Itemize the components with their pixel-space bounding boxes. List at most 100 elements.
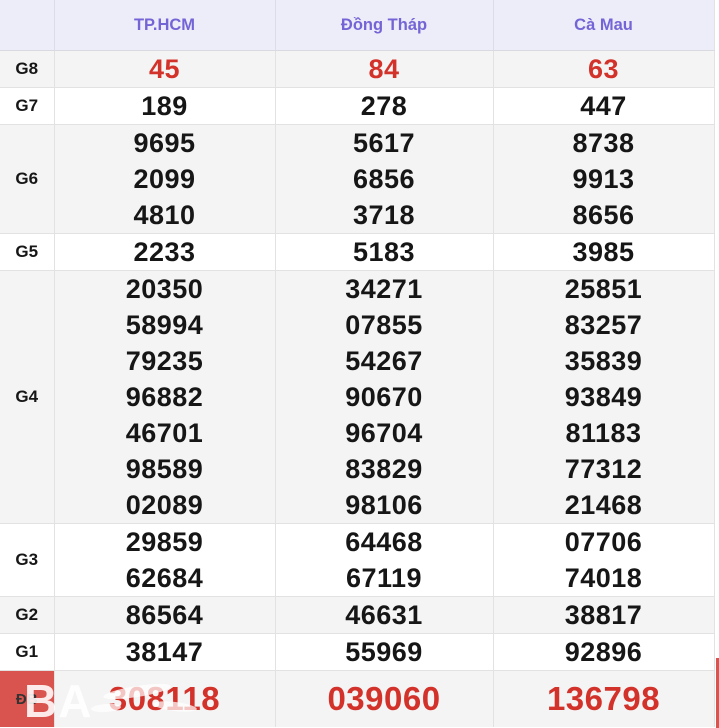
prize-row-g2: G2 86564 46631 38817: [0, 596, 714, 634]
result-cell: 92896: [492, 633, 714, 671]
result-cell: 46631: [274, 596, 493, 634]
result-number: 3718: [352, 200, 416, 230]
result-cell: 278: [274, 87, 493, 125]
result-number: 62684: [125, 563, 204, 593]
result-number: 77312: [564, 454, 643, 484]
result-number: 25851: [564, 274, 643, 304]
prize-row-g3: G3 29859 62684 64468 67119 07706 74018: [0, 523, 714, 597]
prize-label-g1: G1: [15, 642, 39, 661]
result-number: 8738: [572, 128, 635, 158]
result-number: 6856: [352, 164, 416, 194]
result-number: 58994: [125, 310, 204, 340]
result-cell: 45: [53, 50, 275, 88]
result-number: 92896: [564, 637, 643, 667]
result-number: 45: [148, 54, 181, 84]
prize-label-g4: G4: [15, 387, 39, 406]
result-number: 136798: [546, 680, 661, 717]
result-number: 3985: [572, 237, 635, 267]
prize-label-g5: G5: [15, 242, 39, 261]
result-cell: 29859 62684: [53, 523, 275, 597]
prize-row-g8: G8 45 84 63: [0, 50, 714, 88]
result-cell: 25851 83257 35839 93849 81183 77312 21468: [492, 270, 714, 524]
result-cell: 64468 67119: [274, 523, 493, 597]
result-number: 90670: [345, 382, 423, 412]
result-number: 21468: [564, 490, 643, 520]
result-number: 9913: [572, 164, 635, 194]
result-number: 74018: [564, 563, 643, 593]
result-number: 98589: [125, 454, 204, 484]
result-number: 63: [587, 54, 620, 84]
result-number: 07855: [345, 310, 423, 340]
result-number: 5183: [352, 237, 416, 267]
result-number: 38147: [125, 637, 204, 667]
result-cell: 189: [53, 87, 275, 125]
prize-label-g8: G8: [15, 59, 39, 78]
result-cell: 039060: [274, 670, 493, 727]
result-cell: 63: [492, 50, 714, 88]
result-number: 79235: [125, 346, 204, 376]
prize-label-g7: G7: [15, 96, 39, 115]
result-number: 278: [360, 91, 408, 121]
result-number: 55969: [345, 637, 423, 667]
column-header-tphcm[interactable]: TP.HCM: [53, 0, 275, 51]
right-edge-red-strip: [716, 658, 719, 728]
result-number: 2099: [133, 164, 196, 194]
result-number: 83829: [345, 454, 423, 484]
result-cell: 5617 6856 3718: [274, 124, 493, 234]
result-number: 93849: [564, 382, 643, 412]
result-number: 20350: [125, 274, 204, 304]
result-cell: 38147: [53, 633, 275, 671]
result-number: 98106: [345, 490, 423, 520]
result-number: 38817: [564, 600, 643, 630]
prize-row-g1: G1 38147 55969 92896: [0, 633, 714, 671]
prize-row-db: ĐB 308118 039060 136798: [0, 670, 714, 727]
result-number: 81183: [565, 418, 642, 448]
prize-label-db: ĐB: [0, 670, 54, 727]
result-cell: 3985: [492, 233, 714, 271]
prize-row-g5: G5 2233 5183 3985: [0, 233, 714, 271]
result-number: 96882: [125, 382, 204, 412]
result-number: 96704: [345, 418, 423, 448]
result-number: 35839: [564, 346, 643, 376]
result-number: 34271: [345, 274, 423, 304]
result-cell: 20350 58994 79235 96882 46701 98589 02089: [53, 270, 275, 524]
result-number: 67119: [345, 563, 423, 593]
result-number: 4810: [133, 200, 196, 230]
result-number: 84: [368, 54, 400, 84]
result-number: 29859: [125, 527, 204, 557]
prize-label-g2: G2: [15, 605, 39, 624]
result-number: 308118: [108, 680, 221, 717]
result-number: 46631: [345, 600, 423, 630]
result-number: 039060: [327, 680, 441, 717]
result-cell: 84: [274, 50, 493, 88]
prize-label-g6: G6: [15, 169, 39, 188]
result-cell: 136798: [492, 670, 714, 727]
prize-row-g4: G4 20350 58994 79235 96882 46701 98589 02089 342…: [0, 270, 714, 524]
prize-row-g7: G7 189 278 447: [0, 87, 714, 125]
column-header-ca-mau[interactable]: Cà Mau: [492, 0, 714, 51]
result-number: 07706: [564, 527, 643, 557]
prize-row-g6: G6 9695 2099 4810 5617 6856 3718 8738 9913 8656: [0, 124, 714, 234]
result-cell: 34271 07855 54267 90670 96704 83829 98106: [274, 270, 493, 524]
column-header-dong-thap[interactable]: Đồng Tháp: [274, 0, 493, 51]
header-row: TP.HCM Đồng Tháp Cà Mau: [0, 0, 714, 51]
result-number: 9695: [133, 128, 196, 158]
result-cell: 308118: [53, 670, 275, 727]
result-number: 5617: [352, 128, 416, 158]
result-number: 447: [580, 91, 627, 121]
result-cell: 9695 2099 4810: [53, 124, 275, 234]
result-cell: 447: [492, 87, 714, 125]
prize-label-g3: G3: [15, 550, 39, 569]
result-number: 86564: [125, 600, 204, 630]
result-number: 46701: [125, 418, 204, 448]
result-cell: 5183: [274, 233, 493, 271]
result-number: 83257: [564, 310, 643, 340]
result-number: 2233: [133, 237, 196, 267]
corner-header-cell: [0, 0, 54, 51]
result-number: 189: [141, 91, 188, 121]
result-number: 64468: [345, 527, 423, 557]
result-cell: 55969: [274, 633, 493, 671]
result-cell: 07706 74018: [492, 523, 714, 597]
result-cell: 86564: [53, 596, 275, 634]
